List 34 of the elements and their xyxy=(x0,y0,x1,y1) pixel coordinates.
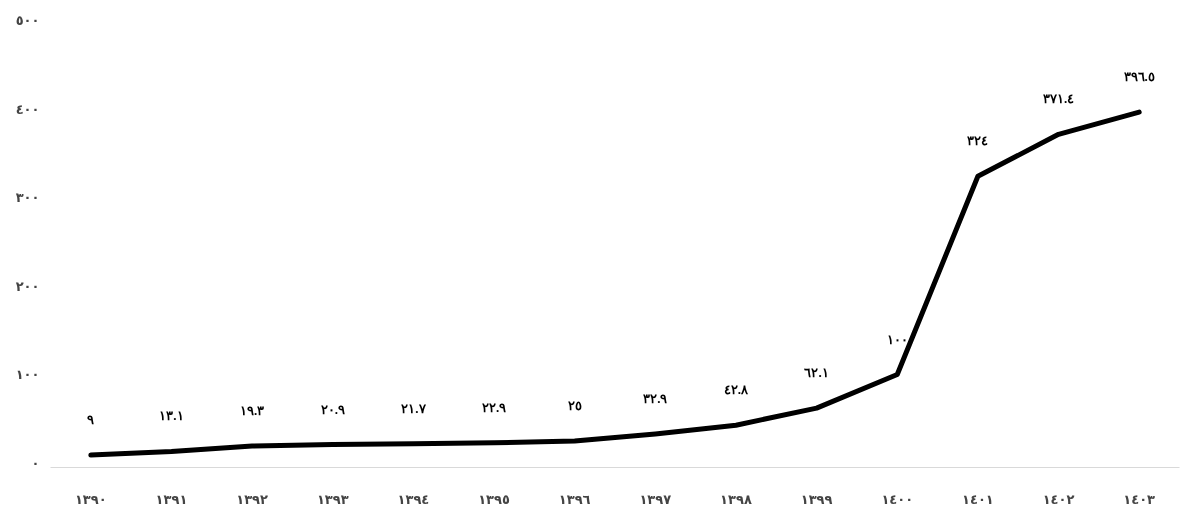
data-label: ٣٩٦.٥ xyxy=(1123,69,1155,85)
x-tick-label: ١٣٩٠ xyxy=(74,491,107,507)
data-label: ٤٢.٨ xyxy=(723,382,750,398)
x-tick-label: ١٣٩٤ xyxy=(397,491,430,507)
x-tick-label: ١٣٩١ xyxy=(155,491,188,507)
data-label: ١٠٠ xyxy=(886,331,908,347)
y-tick-label: ٢٠٠ xyxy=(15,278,40,294)
y-tick-label: ٥٠٠ xyxy=(15,13,40,28)
x-tick-label: ١٣٩٩ xyxy=(800,491,833,507)
data-label: ٣٧١.٤ xyxy=(1042,91,1075,107)
data-label: ٩ xyxy=(87,412,95,428)
data-label: ٢٠.٩ xyxy=(320,401,345,417)
y-tick-label: ٠ xyxy=(31,455,40,471)
x-tick-label: ١٣٩٢ xyxy=(236,491,269,507)
y-tick-label: ١٠٠ xyxy=(15,367,40,383)
data-label: ٢١.٧ xyxy=(401,400,427,416)
x-tick-label: ١٣٩٦ xyxy=(558,491,591,507)
data-label: ١٩.٣ xyxy=(239,402,265,418)
x-tick-label: ١٣٩٣ xyxy=(316,491,349,507)
data-label: ٦٢.١ xyxy=(804,365,829,381)
data-label: ١٣.١ xyxy=(159,408,184,424)
x-tick-label: ١٤٠٠ xyxy=(881,491,914,507)
x-tick-label: ١٤٠٣ xyxy=(1123,491,1156,507)
x-tick-label: ١٣٩٧ xyxy=(639,491,672,507)
y-tick-label: ٤٠٠ xyxy=(15,101,40,117)
x-tick-label: ١٤٠٢ xyxy=(1042,491,1075,507)
data-label: ٢٢.٩ xyxy=(481,399,507,415)
data-label: ٢٥ xyxy=(567,397,582,413)
x-tick-label: ١٣٩٥ xyxy=(478,491,510,507)
data-label: ٣٢.٩ xyxy=(643,390,668,406)
data-label: ٣٢٤ xyxy=(967,133,989,149)
x-tick-label: ١٤٠١ xyxy=(962,491,994,507)
x-tick-label: ١٣٩٨ xyxy=(720,491,752,507)
y-tick-label: ٣٠٠ xyxy=(15,190,40,206)
